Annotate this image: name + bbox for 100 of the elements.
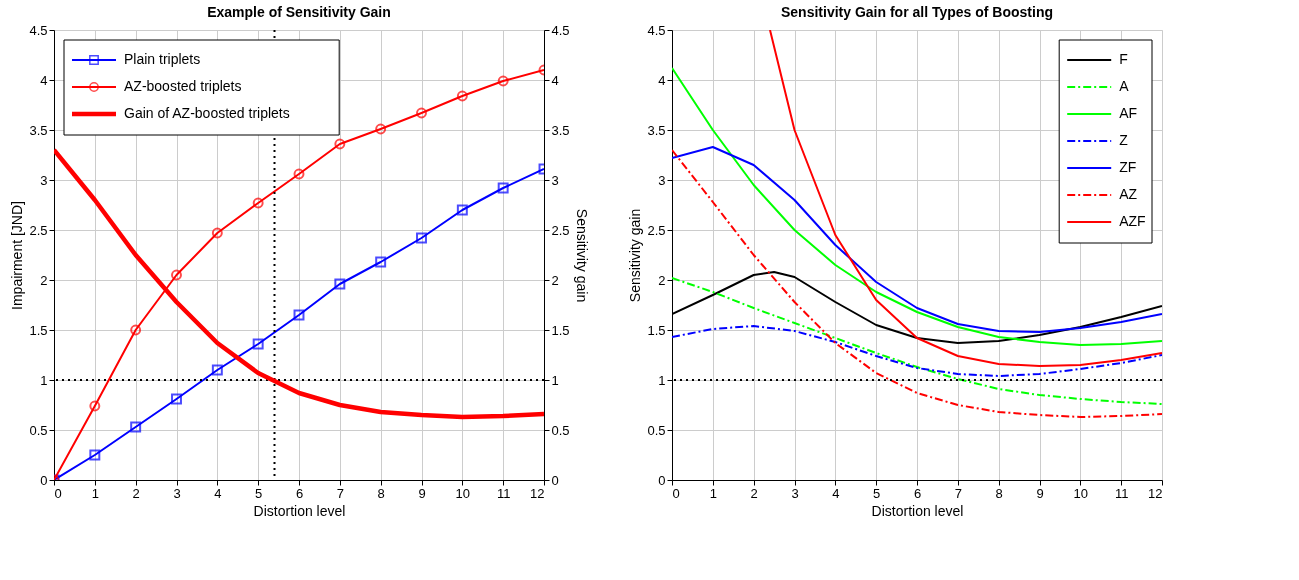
point (171, 269, 182, 281)
y2-tick-label: 1.5 (551, 322, 570, 338)
x-tick-label: 4 (832, 485, 840, 501)
x-tick-label: 8 (995, 485, 1003, 501)
x-tick-label: 6 (295, 485, 304, 501)
legend-label: F (1119, 51, 1128, 67)
point (89, 400, 101, 412)
point (375, 256, 387, 268)
line-series (672, 325, 1162, 377)
point (416, 232, 427, 244)
legend-label: AZ (1119, 186, 1138, 202)
y-tick-label: 4 (658, 72, 666, 88)
x-tick-label: 11 (496, 485, 511, 501)
x-tick-label: 11 (1114, 485, 1129, 501)
y-tick-label: 2.5 (29, 222, 48, 238)
y2-tick-label: 3.5 (551, 122, 570, 138)
line-series (672, 277, 1162, 405)
line-series (672, 149, 1162, 418)
y2-tick-label: 2 (551, 272, 559, 288)
point (130, 421, 142, 433)
y-tick-label: 2 (40, 272, 48, 288)
x-tick-label: 10 (1073, 485, 1089, 501)
point (456, 204, 468, 216)
line-series (769, 30, 1162, 367)
point (252, 197, 264, 209)
y-tick-label: 0 (40, 472, 48, 488)
x-axis-title: Distortion level (253, 502, 346, 519)
chart-title: Example of Sensitivity Gain (207, 4, 391, 20)
legend-label: Z (1119, 132, 1129, 148)
y-tick-label: 3.5 (647, 122, 666, 138)
x-tick-label: 0 (54, 485, 62, 501)
y-tick-label: 0.5 (29, 422, 48, 438)
line-series (672, 146, 1162, 333)
legend-label: Plain triplets (124, 51, 201, 67)
y-tick-label: 0.5 (647, 422, 666, 438)
point (334, 278, 346, 290)
line-series (672, 67, 1162, 346)
point (211, 364, 223, 376)
y2-tick-label: 4 (551, 72, 559, 88)
y-tick-label: 4.5 (647, 22, 666, 38)
point (375, 123, 387, 135)
y-tick-label: 1 (658, 372, 666, 388)
point (334, 138, 346, 150)
point (89, 449, 101, 461)
y-axis-title: Sensitivity gain (627, 208, 644, 303)
y-tick-label: 4 (40, 72, 48, 88)
y-tick-label: 2.5 (647, 222, 666, 238)
y-tick-label: 2 (658, 272, 666, 288)
point (497, 182, 509, 194)
x-tick-label: 7 (954, 485, 962, 501)
y-tick-label: 3.5 (29, 122, 48, 138)
legend-label: AZ-boosted triplets (124, 78, 242, 94)
x-tick-label: 0 (672, 485, 680, 501)
x-tick-label: 6 (913, 485, 922, 501)
x-tick-label: 9 (418, 485, 426, 501)
y-tick-label: 0 (658, 472, 666, 488)
y-axis-title: Impairment [JND] (9, 201, 26, 310)
point (456, 90, 468, 102)
y-tick-label: 1.5 (29, 322, 48, 338)
x-tick-label: 4 (214, 485, 222, 501)
y-tick-label: 4.5 (29, 22, 48, 38)
x-tick-label: 1 (709, 485, 717, 501)
x-tick-label: 10 (455, 485, 471, 501)
y-tick-label: 3 (658, 172, 666, 188)
x-tick-label: 8 (377, 485, 385, 501)
y-tick-label: 1.5 (647, 322, 666, 338)
y-tick-label: 1 (40, 372, 48, 388)
x-axis-title: Distortion level (871, 502, 964, 519)
y2-tick-label: 0 (551, 472, 559, 488)
x-tick-label: 5 (873, 485, 881, 501)
point (293, 168, 305, 180)
legend-label: Gain of AZ-boosted triplets (124, 105, 290, 121)
point (293, 309, 305, 321)
x-tick-label: 9 (1036, 485, 1044, 501)
legend-label: AF (1119, 105, 1138, 121)
x-tick-label: 2 (132, 485, 140, 501)
legend-label: ZF (1119, 159, 1137, 175)
y2-tick-label: 3 (551, 172, 559, 188)
x-tick-label: 12 (530, 485, 545, 501)
y2-axis-title: Sensitivity gain (573, 208, 590, 303)
y-tick-label: 3 (40, 172, 48, 188)
point (211, 227, 223, 239)
x-tick-label: 12 (1148, 485, 1163, 501)
x-tick-label: 7 (336, 485, 344, 501)
x-tick-label: 1 (91, 485, 99, 501)
y2-tick-label: 0.5 (551, 422, 570, 438)
point (416, 107, 427, 119)
y2-tick-label: 2.5 (551, 222, 570, 238)
point (130, 324, 142, 336)
x-tick-label: 5 (255, 485, 263, 501)
legend-label: AZF (1119, 213, 1146, 229)
y2-tick-label: 4.5 (551, 22, 570, 38)
legend-label: A (1119, 78, 1130, 94)
point (252, 338, 264, 350)
x-tick-label: 3 (173, 485, 181, 501)
chart-title: Sensitivity Gain for all Types of Boosting (780, 4, 1054, 20)
y2-tick-label: 1 (551, 372, 559, 388)
x-tick-label: 3 (791, 485, 799, 501)
x-tick-label: 2 (750, 485, 758, 501)
point (497, 75, 509, 87)
